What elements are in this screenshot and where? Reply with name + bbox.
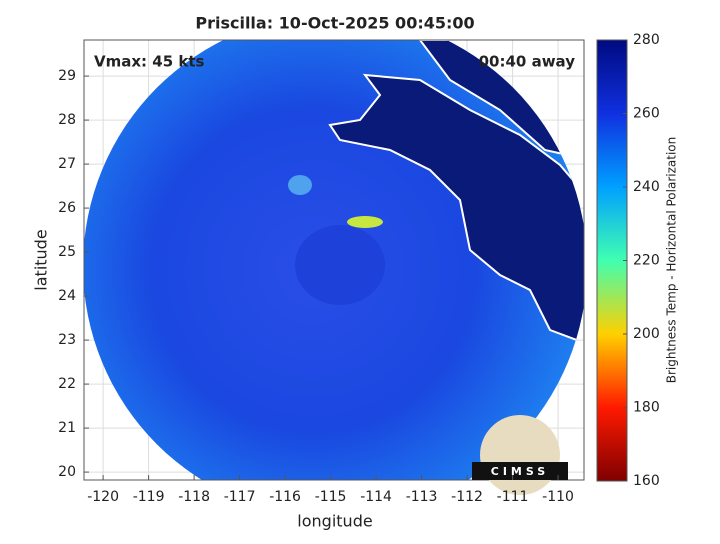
y-axis-label: latitude <box>32 229 51 290</box>
x-tick-label: -115 <box>315 489 347 505</box>
y-tick-label: 21 <box>58 420 76 436</box>
x-axis-label: longitude <box>297 512 372 531</box>
x-tick-label: -120 <box>87 489 119 505</box>
y-tick-label: 28 <box>58 112 76 128</box>
y-tick-label: 20 <box>58 464 76 480</box>
chart-title: Priscilla: 10-Oct-2025 00:45:00 <box>195 14 474 33</box>
x-tick-label: -113 <box>406 489 438 505</box>
colorbar <box>596 39 628 482</box>
x-tick-label: -117 <box>224 489 256 505</box>
x-tick-label: -116 <box>269 489 301 505</box>
plot-frame <box>83 39 585 481</box>
x-tick-label: -114 <box>360 489 392 505</box>
colorbar-label: Brightness Temp - Horizontal Polarizatio… <box>665 137 679 384</box>
y-tick-label: 22 <box>58 376 76 392</box>
y-tick-label: 27 <box>58 156 76 172</box>
colorbar-tick-label: 160 <box>633 473 660 489</box>
y-tick-label: 24 <box>58 288 76 304</box>
x-tick-label: -118 <box>178 489 210 505</box>
colorbar-tick-label: 280 <box>633 32 660 48</box>
x-tick-label: -110 <box>542 489 574 505</box>
annotation: 00:40 away <box>479 53 576 71</box>
colorbar-tick-label: 220 <box>633 253 660 269</box>
logo: CIMSS <box>472 415 568 495</box>
y-tick-label: 29 <box>58 68 76 84</box>
annotation: Vmax: 45 kts <box>94 53 204 71</box>
colorbar-tick-label: 240 <box>633 179 660 195</box>
y-tick-label: 23 <box>58 332 76 348</box>
x-tick-label: -111 <box>497 489 529 505</box>
colorbar-tick-label: 260 <box>633 106 660 122</box>
logo-text: CIMSS <box>491 465 549 478</box>
x-tick-label: -119 <box>133 489 165 505</box>
x-tick-label: -112 <box>451 489 483 505</box>
colorbar-tick-label: 180 <box>633 400 660 416</box>
image <box>84 40 584 480</box>
y-tick-label: 25 <box>58 244 76 260</box>
y-tick-label: 26 <box>58 200 76 216</box>
colorbar-tick-label: 200 <box>633 326 660 342</box>
